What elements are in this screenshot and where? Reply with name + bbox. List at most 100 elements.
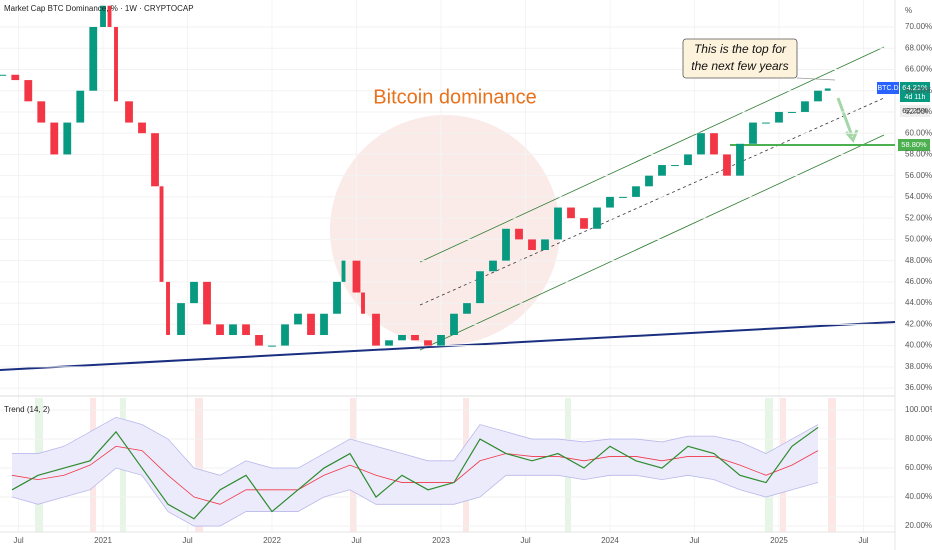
candle — [554, 207, 562, 240]
candle — [37, 101, 46, 123]
y-tick-label: 44.00% — [905, 298, 932, 307]
candle — [515, 228, 523, 240]
candle — [177, 303, 185, 335]
candle — [606, 196, 614, 208]
candle — [255, 334, 263, 346]
candle — [762, 122, 770, 124]
candle — [801, 101, 809, 112]
candle — [190, 281, 198, 304]
candle — [541, 239, 549, 251]
y-tick-label: 40.00% — [905, 492, 932, 501]
x-tick-label: Jul — [351, 536, 361, 545]
y-tick-label: 52.00% — [905, 213, 932, 222]
x-tick-label: 2021 — [94, 536, 112, 545]
candle — [463, 303, 471, 314]
candle — [528, 239, 536, 251]
candle — [489, 260, 497, 272]
y-tick-label: 40.00% — [905, 341, 932, 350]
candle — [63, 122, 72, 155]
last-price-tag — [900, 82, 930, 102]
y-tick-label: 68.00% — [905, 43, 932, 52]
candle — [411, 334, 419, 341]
level-tag — [900, 105, 930, 117]
candle — [125, 101, 133, 123]
x-tick-label: Jul — [182, 536, 192, 545]
candle — [736, 143, 744, 176]
y-tick-label: 56.00% — [905, 171, 932, 180]
y-tick-label: 80.00% — [905, 434, 932, 443]
candle — [159, 186, 164, 282]
candle — [697, 133, 705, 155]
candle — [294, 313, 302, 325]
y-tick-label: 58.00% — [905, 150, 932, 159]
candle — [89, 26, 98, 91]
candle — [138, 122, 146, 134]
candle — [398, 334, 406, 341]
y-tick-label: 66.00% — [905, 65, 932, 74]
x-tick-label: Jul — [858, 536, 868, 545]
candle — [107, 5, 112, 27]
candle — [100, 5, 106, 27]
candle — [166, 281, 170, 335]
chart-title: Market Cap BTC Dominance, % · 1W · CRYPT… — [4, 4, 194, 13]
candle — [281, 324, 289, 346]
candle — [632, 186, 640, 197]
indicator-line — [11, 467, 819, 527]
candle — [203, 281, 211, 325]
unit: % — [905, 6, 912, 15]
candle — [216, 324, 224, 335]
candle — [788, 111, 796, 113]
candle — [723, 154, 731, 176]
y-tick-label: 60.00% — [905, 463, 932, 472]
watermark — [330, 115, 560, 345]
level-tag — [898, 139, 930, 151]
candle — [814, 90, 822, 102]
x-tick-label: 2022 — [263, 536, 281, 545]
candle — [580, 218, 588, 229]
candle — [320, 313, 328, 335]
candle — [476, 271, 484, 304]
band — [12, 417, 818, 527]
x-tick-label: 2025 — [770, 536, 788, 545]
x-tick-label: Jul — [520, 536, 530, 545]
symbol-tag — [877, 82, 899, 94]
candle — [307, 313, 315, 335]
candle — [229, 324, 237, 335]
annotation-box — [682, 38, 798, 79]
candle — [50, 122, 59, 155]
y-tick-label: 64.00% — [905, 86, 932, 95]
candle — [824, 88, 831, 91]
candle — [593, 207, 601, 229]
candle — [114, 26, 118, 102]
candle — [437, 334, 445, 346]
candle — [352, 260, 361, 293]
x-tick-label: Jul — [689, 536, 699, 545]
headline: Bitcoin dominance — [373, 86, 536, 108]
candle — [658, 165, 666, 176]
x-tick-label: Jul — [13, 536, 23, 545]
candle — [710, 133, 718, 155]
callout-pointer — [796, 77, 836, 81]
channel-mid — [419, 97, 885, 306]
y-tick-label: 60.00% — [905, 128, 932, 137]
indicator-line — [12, 416, 819, 476]
candle — [76, 90, 85, 123]
annotation: This is the top for — [694, 42, 787, 56]
y-tick-label: 42.00% — [905, 319, 932, 328]
candle — [424, 340, 432, 346]
candle — [385, 340, 393, 346]
y-tick-label: 54.00% — [905, 192, 932, 201]
candle — [341, 260, 346, 282]
channel-lower — [419, 134, 885, 351]
countdown: 4d 11h — [905, 94, 926, 101]
candle — [372, 313, 380, 346]
candle — [567, 207, 575, 219]
candle — [24, 80, 33, 102]
candle — [268, 345, 276, 347]
level-label: 58.80% — [901, 140, 927, 149]
x-tick-label: 2023 — [432, 536, 450, 545]
last-price: 64.21% — [902, 83, 928, 92]
candle — [361, 292, 365, 314]
x-tick-label: 2024 — [601, 536, 619, 545]
